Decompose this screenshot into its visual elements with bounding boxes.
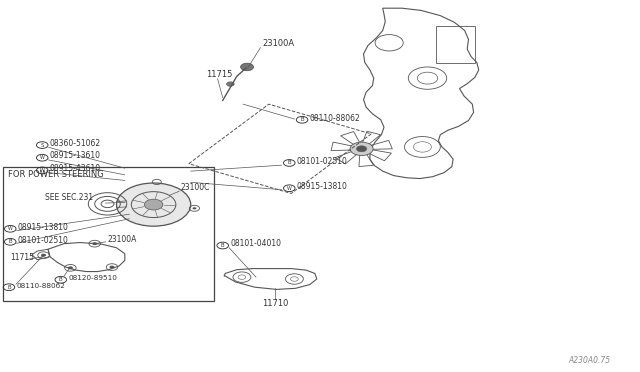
Text: 08915-13610: 08915-13610 [50, 151, 101, 160]
Circle shape [109, 266, 115, 269]
Text: SEE SEC.231: SEE SEC.231 [45, 193, 93, 202]
Text: 08101-02510: 08101-02510 [18, 235, 68, 244]
Text: 23100A: 23100A [108, 235, 137, 244]
Text: B: B [287, 160, 291, 166]
Circle shape [92, 242, 97, 245]
Text: W: W [40, 155, 45, 160]
Text: W: W [40, 168, 45, 173]
Circle shape [356, 146, 367, 152]
Text: 11715: 11715 [10, 253, 35, 262]
Circle shape [145, 199, 163, 210]
Text: W: W [287, 186, 292, 191]
Text: B: B [221, 243, 225, 248]
Circle shape [350, 142, 373, 155]
Text: 11710: 11710 [262, 299, 289, 308]
Circle shape [193, 207, 196, 209]
Circle shape [41, 254, 46, 257]
Text: 08110-88062: 08110-88062 [17, 283, 65, 289]
Text: 08101-04010: 08101-04010 [230, 239, 282, 248]
Text: B: B [7, 285, 11, 290]
Text: 08110-88062: 08110-88062 [310, 113, 360, 122]
Circle shape [68, 266, 73, 269]
Text: 08915-13810: 08915-13810 [297, 182, 348, 191]
Text: A230A0.75: A230A0.75 [568, 356, 611, 365]
Text: 11715: 11715 [206, 70, 232, 79]
Text: B: B [8, 239, 12, 244]
Circle shape [116, 183, 191, 226]
Text: S: S [40, 142, 44, 148]
Text: 08120-89510: 08120-89510 [68, 276, 117, 282]
Text: B: B [300, 117, 304, 122]
Text: 23100C: 23100C [180, 183, 210, 192]
Circle shape [241, 63, 253, 71]
Text: 08101-02510: 08101-02510 [297, 157, 348, 166]
Text: B: B [59, 277, 63, 282]
Text: 08915-43610: 08915-43610 [50, 164, 101, 173]
Circle shape [227, 82, 234, 86]
Text: 08915-13810: 08915-13810 [18, 222, 68, 231]
Text: W: W [8, 226, 13, 231]
Text: 23100A: 23100A [262, 39, 294, 48]
Text: FOR POWER STEERING: FOR POWER STEERING [8, 170, 104, 179]
FancyBboxPatch shape [3, 167, 214, 301]
Text: 08360-51062: 08360-51062 [50, 139, 101, 148]
